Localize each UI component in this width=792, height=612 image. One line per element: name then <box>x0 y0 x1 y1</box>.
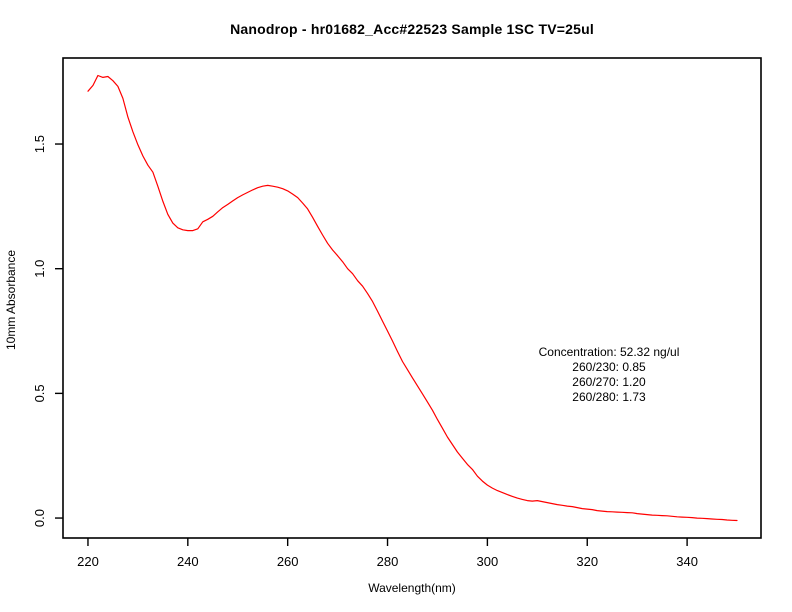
annotation-block: Concentration: 52.32 ng/ul 260/230: 0.85… <box>459 345 759 405</box>
x-tick-label: 340 <box>676 554 698 569</box>
y-axis-title: 10mm Absorbance <box>4 249 18 351</box>
chart-title: Nanodrop - hr01682_Acc#22523 Sample 1SC … <box>230 21 594 37</box>
y-tick-label: 1.5 <box>32 135 47 153</box>
annotation-line-260-270: 260/270: 1.20 <box>572 375 646 389</box>
x-tick-label: 320 <box>576 554 598 569</box>
x-tick-label: 240 <box>177 554 199 569</box>
y-tick-label: 0.0 <box>32 509 47 527</box>
annotation-line-260-280: 260/280: 1.73 <box>572 390 646 404</box>
x-tick-label: 260 <box>277 554 299 569</box>
x-axis-title: Wavelength(nm) <box>368 581 456 595</box>
y-tick-label: 1.0 <box>32 260 47 278</box>
annotation-line-concentration: Concentration: 52.32 ng/ul <box>538 345 680 359</box>
spectrum-line <box>87 74 738 522</box>
x-tick-label: 280 <box>377 554 399 569</box>
plot-box <box>62 57 762 539</box>
y-tick-label: 0.5 <box>32 384 47 402</box>
x-tick-label: 220 <box>77 554 99 569</box>
annotation-line-260-230: 260/230: 0.85 <box>572 360 646 374</box>
x-tick-label: 300 <box>477 554 499 569</box>
